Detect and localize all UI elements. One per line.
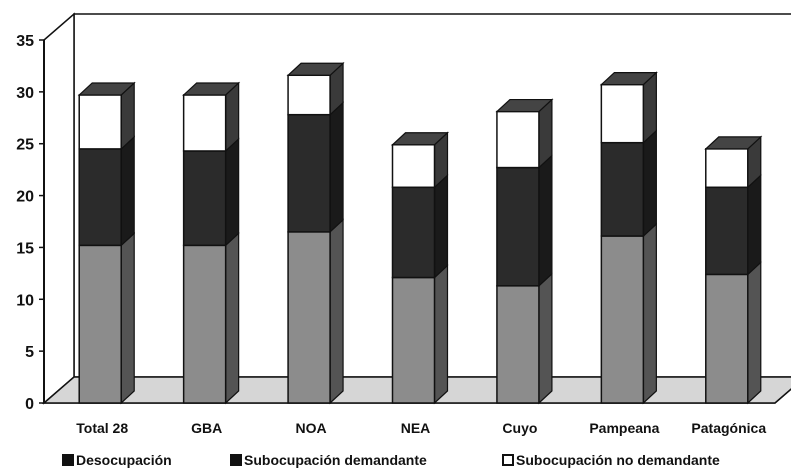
bar-segment (705, 148, 749, 189)
bar-segment-side (329, 218, 344, 405)
legend-swatch-desocupacion (62, 454, 74, 466)
bar-segment (496, 166, 540, 287)
bar-segment (705, 186, 749, 276)
bar-segment-side (642, 222, 657, 405)
y-tick-label: 0 (25, 396, 34, 413)
bar-segment-side (642, 129, 657, 238)
bar-segment (287, 113, 331, 233)
bar-stack (286, 61, 345, 405)
legend-label-desocupacion: Desocupación (76, 452, 172, 468)
legend-item-subocupacion-demandante: Subocupación demandante (230, 452, 427, 468)
bar-segment (496, 285, 540, 404)
bar-segment (391, 186, 436, 279)
bar-segment (78, 148, 122, 247)
legend-swatch-subocupacion-no-demandante (502, 454, 514, 466)
x-tick-label: GBA (191, 420, 222, 436)
y-tick-label: 20 (16, 189, 34, 206)
chart-side-wall (43, 12, 75, 405)
bar-segment (391, 276, 436, 404)
bar-segment-side (433, 173, 449, 279)
bar-top-face (495, 98, 554, 113)
bar-segment-side (538, 154, 553, 288)
bar-top-face (77, 82, 136, 96)
bar-segment (600, 235, 645, 404)
bar-top-face (286, 62, 345, 76)
bar-segment (182, 244, 227, 404)
legend-label-subocupacion-demandante: Subocupación demandante (244, 452, 427, 468)
legend-item-subocupacion-no-demandante: Subocupación no demandante (502, 452, 720, 468)
bar-segment-side (329, 101, 344, 234)
bar-top-face (390, 132, 450, 146)
bar-top-face (599, 71, 658, 86)
y-axis: 0 5 10 15 20 25 30 35 (16, 33, 45, 413)
bar-stack (704, 135, 763, 405)
y-tick-label: 5 (25, 344, 34, 361)
bar-segment-side (433, 264, 449, 405)
x-axis: Total 28 GBA NOA NEA Cuyo Pampeana Patagónica (76, 420, 766, 436)
bar-top-face (704, 136, 763, 150)
legend-swatch-subocupacion-demandante (230, 454, 242, 466)
x-tick-label: Pampeana (589, 420, 659, 436)
bar-segment (182, 94, 227, 152)
bar-segment-side (120, 135, 135, 247)
bar-segment-side (747, 261, 762, 405)
bar-segment (78, 244, 122, 404)
bar-stack (182, 81, 241, 405)
y-tick-label: 35 (16, 33, 34, 50)
bar-segment (705, 273, 749, 404)
x-tick-label: Cuyo (502, 420, 537, 436)
legend-item-desocupacion: Desocupación (62, 452, 172, 468)
y-tick-label: 10 (16, 292, 34, 309)
bar-segment (287, 231, 331, 404)
bar-segment-side (225, 137, 240, 247)
bar-stack (77, 81, 136, 405)
bar-segment (600, 141, 645, 237)
bar-segment (391, 144, 436, 189)
y-tick-label: 15 (16, 240, 34, 257)
y-tick-label: 30 (16, 85, 34, 102)
bar-stack (390, 131, 450, 405)
bar-segment (78, 94, 122, 150)
y-tick-label: 25 (16, 137, 34, 154)
bar-segment-side (120, 231, 135, 405)
bar-segment (182, 150, 227, 247)
bar-segment-side (747, 173, 762, 276)
x-tick-label: NOA (296, 420, 327, 436)
bar-series (77, 61, 763, 405)
bar-segment (600, 83, 645, 144)
bar-stack (599, 71, 658, 405)
x-tick-label: NEA (401, 420, 431, 436)
bar-segment (287, 74, 331, 116)
bar-top-face (182, 82, 241, 96)
bar-segment (496, 110, 540, 169)
bar-segment-side (538, 272, 553, 405)
legend: Desocupación Subocupación demandante Sub… (0, 452, 791, 472)
bar-segment-side (225, 231, 240, 405)
x-tick-label: Patagónica (691, 420, 766, 436)
legend-label-subocupacion-no-demandante: Subocupación no demandante (516, 452, 720, 468)
x-tick-label: Total 28 (76, 420, 128, 436)
bar-stack (495, 98, 554, 405)
